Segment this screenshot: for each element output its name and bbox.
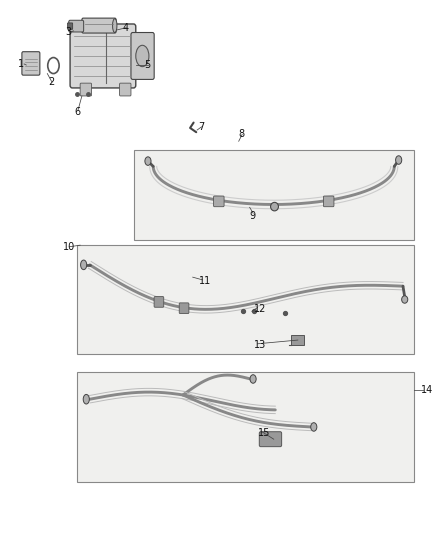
Text: 2: 2 <box>48 77 54 86</box>
FancyBboxPatch shape <box>120 83 131 96</box>
FancyBboxPatch shape <box>134 150 414 240</box>
FancyBboxPatch shape <box>131 33 154 79</box>
FancyBboxPatch shape <box>82 18 116 33</box>
Text: 13: 13 <box>254 341 266 350</box>
FancyBboxPatch shape <box>214 196 224 207</box>
FancyBboxPatch shape <box>67 23 73 29</box>
Ellipse shape <box>250 375 256 383</box>
FancyBboxPatch shape <box>291 335 304 345</box>
Ellipse shape <box>311 423 317 431</box>
Ellipse shape <box>113 19 117 33</box>
Ellipse shape <box>136 45 149 67</box>
Text: 4: 4 <box>123 23 129 33</box>
FancyBboxPatch shape <box>69 20 84 32</box>
Text: 10: 10 <box>63 242 75 252</box>
FancyBboxPatch shape <box>154 296 164 307</box>
Text: 8: 8 <box>239 130 245 139</box>
Text: 6: 6 <box>74 107 81 117</box>
Ellipse shape <box>83 394 89 404</box>
Text: 5: 5 <box>145 60 151 70</box>
Text: 14: 14 <box>420 385 433 395</box>
FancyBboxPatch shape <box>70 24 136 88</box>
Text: 15: 15 <box>258 429 271 438</box>
FancyBboxPatch shape <box>80 83 92 96</box>
FancyBboxPatch shape <box>179 303 189 313</box>
Ellipse shape <box>271 203 279 211</box>
FancyBboxPatch shape <box>259 432 282 447</box>
Ellipse shape <box>145 157 151 165</box>
FancyBboxPatch shape <box>323 196 334 207</box>
Text: 3: 3 <box>66 27 72 37</box>
Ellipse shape <box>81 260 87 270</box>
FancyBboxPatch shape <box>22 52 40 75</box>
Text: 9: 9 <box>250 211 256 221</box>
Ellipse shape <box>402 296 408 303</box>
FancyBboxPatch shape <box>77 372 414 482</box>
FancyBboxPatch shape <box>77 245 414 354</box>
Text: 11: 11 <box>199 277 212 286</box>
Ellipse shape <box>396 156 402 164</box>
Text: 1: 1 <box>18 59 24 69</box>
Text: 7: 7 <box>198 122 204 132</box>
Text: 12: 12 <box>254 304 266 314</box>
